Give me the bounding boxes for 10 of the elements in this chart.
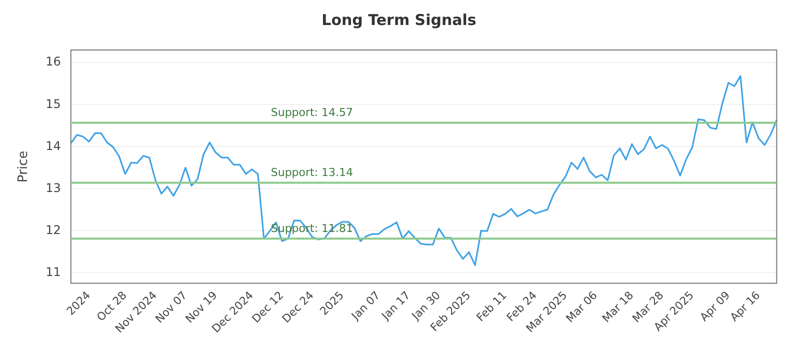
ref-line-label: Support: 13.14 [270, 166, 354, 180]
y-tick-label: 16 [46, 54, 61, 69]
y-tick-label: 15 [46, 96, 61, 111]
y-tick-label: 12 [46, 222, 61, 237]
y-tick-label: 13 [46, 180, 61, 195]
ref-line-label: Support: 14.57 [270, 106, 354, 120]
y-tick-label: 11 [46, 264, 61, 279]
y-tick-label: 14 [46, 138, 61, 153]
chart-title: Long Term Signals [322, 10, 476, 29]
y-axis-title: Price [16, 150, 32, 182]
